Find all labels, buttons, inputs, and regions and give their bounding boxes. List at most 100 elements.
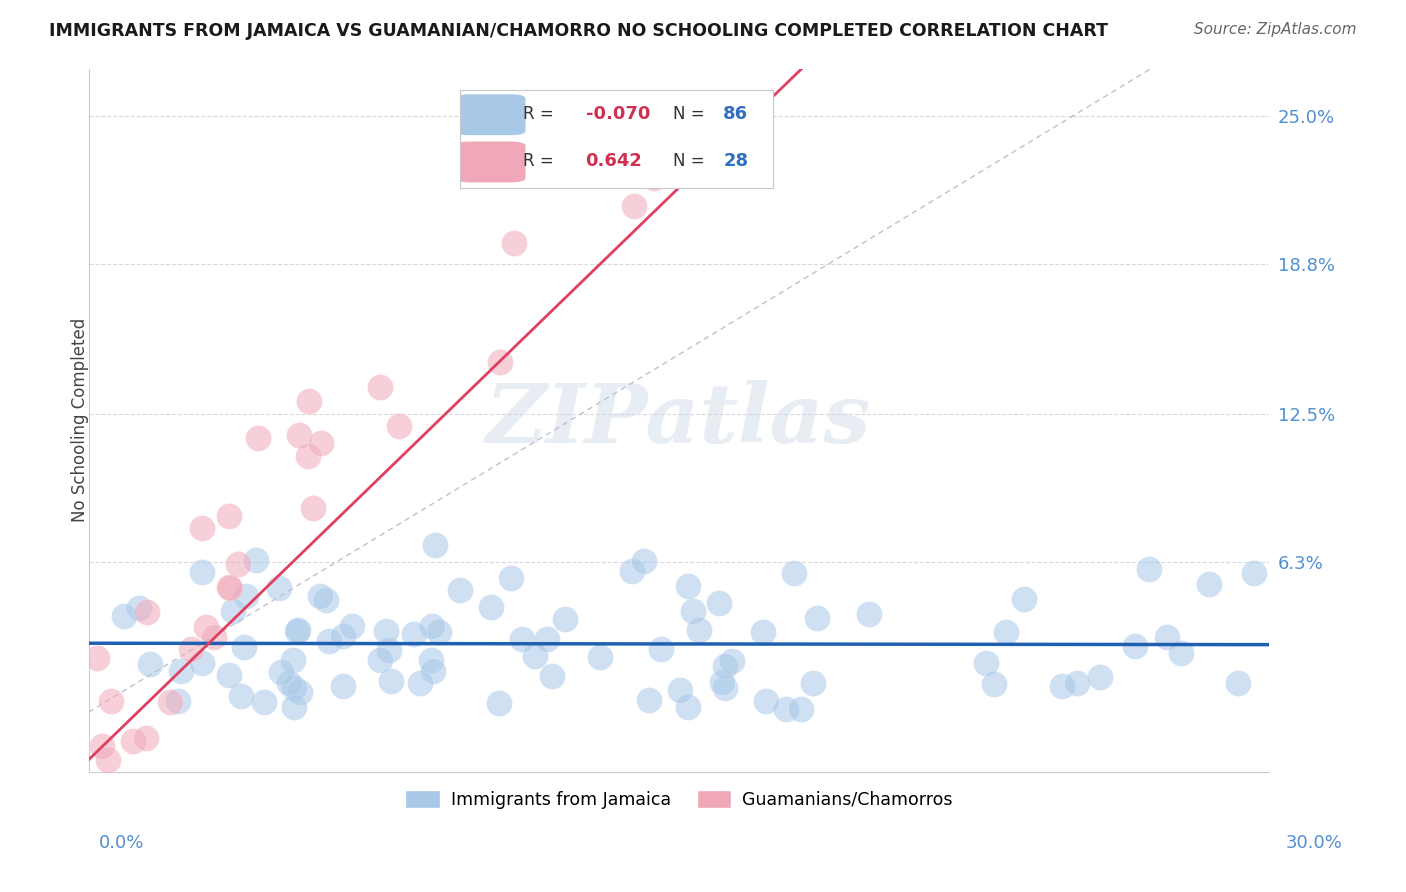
Point: [235, 589, 257, 603]
Text: IMMIGRANTS FROM JAMAICA VS GUAMANIAN/CHAMORRO NO SCHOOLING COMPLETED CORRELATION: IMMIGRANTS FROM JAMAICA VS GUAMANIAN/CHA…: [49, 22, 1108, 40]
Point: [309, 436, 332, 450]
Point: [380, 673, 402, 688]
Point: [1088, 670, 1111, 684]
Point: [782, 566, 804, 580]
Point: [342, 619, 364, 633]
Point: [523, 648, 546, 663]
Point: [191, 521, 214, 535]
Point: [97, 753, 120, 767]
Point: [122, 734, 145, 748]
Point: [253, 695, 276, 709]
Point: [711, 675, 734, 690]
Point: [427, 625, 450, 640]
Point: [1156, 630, 1178, 644]
Point: [100, 694, 122, 708]
Point: [283, 700, 305, 714]
Point: [688, 623, 710, 637]
Point: [1137, 561, 1160, 575]
Point: [620, 564, 643, 578]
Text: Source: ZipAtlas.com: Source: ZipAtlas.com: [1194, 22, 1357, 37]
Point: [589, 650, 612, 665]
Point: [643, 171, 665, 186]
Point: [536, 632, 558, 647]
Point: [404, 626, 426, 640]
Point: [218, 580, 240, 594]
Point: [245, 553, 267, 567]
Point: [194, 620, 217, 634]
Point: [378, 642, 401, 657]
Text: ZIPatlas: ZIPatlas: [486, 380, 872, 460]
Point: [720, 654, 742, 668]
Point: [420, 618, 443, 632]
Point: [218, 668, 240, 682]
Point: [135, 731, 157, 746]
Point: [995, 624, 1018, 639]
Point: [637, 693, 659, 707]
Point: [479, 599, 502, 614]
Point: [302, 500, 325, 515]
Point: [270, 665, 292, 680]
Point: [287, 623, 309, 637]
Point: [297, 449, 319, 463]
Point: [801, 676, 824, 690]
Point: [226, 558, 249, 572]
Point: [502, 236, 524, 251]
Point: [858, 607, 880, 622]
Point: [90, 739, 112, 753]
Point: [285, 624, 308, 638]
Point: [202, 630, 225, 644]
Point: [449, 583, 471, 598]
Point: [974, 656, 997, 670]
Point: [501, 571, 523, 585]
Point: [139, 657, 162, 672]
Point: [419, 652, 441, 666]
Point: [388, 419, 411, 434]
Point: [775, 702, 797, 716]
Point: [170, 664, 193, 678]
Point: [86, 651, 108, 665]
Point: [541, 669, 564, 683]
Point: [191, 565, 214, 579]
Point: [650, 642, 672, 657]
Text: 0.0%: 0.0%: [98, 834, 143, 852]
Point: [222, 604, 245, 618]
Point: [191, 656, 214, 670]
Legend: Immigrants from Jamaica, Guamanians/Chamorros: Immigrants from Jamaica, Guamanians/Cham…: [398, 783, 959, 816]
Point: [510, 632, 533, 646]
Point: [332, 679, 354, 693]
Point: [298, 394, 321, 409]
Point: [180, 641, 202, 656]
Point: [676, 579, 699, 593]
Point: [375, 624, 398, 638]
Point: [1123, 639, 1146, 653]
Point: [1243, 566, 1265, 581]
Point: [288, 427, 311, 442]
Point: [1170, 646, 1192, 660]
Point: [1050, 679, 1073, 693]
Point: [1227, 675, 1250, 690]
Point: [368, 380, 391, 394]
Point: [554, 612, 576, 626]
Point: [368, 653, 391, 667]
Point: [159, 695, 181, 709]
Point: [281, 652, 304, 666]
Point: [231, 690, 253, 704]
Point: [633, 554, 655, 568]
Point: [136, 605, 159, 619]
Point: [752, 624, 775, 639]
Point: [218, 581, 240, 595]
Point: [489, 355, 512, 369]
Point: [714, 681, 737, 695]
Point: [232, 640, 254, 655]
Point: [755, 694, 778, 708]
Point: [488, 696, 510, 710]
Point: [983, 676, 1005, 690]
Point: [676, 700, 699, 714]
Point: [409, 676, 432, 690]
Point: [1014, 592, 1036, 607]
Point: [288, 685, 311, 699]
Point: [128, 600, 150, 615]
Point: [623, 199, 645, 213]
Text: 30.0%: 30.0%: [1286, 834, 1343, 852]
Y-axis label: No Schooling Completed: No Schooling Completed: [72, 318, 89, 522]
